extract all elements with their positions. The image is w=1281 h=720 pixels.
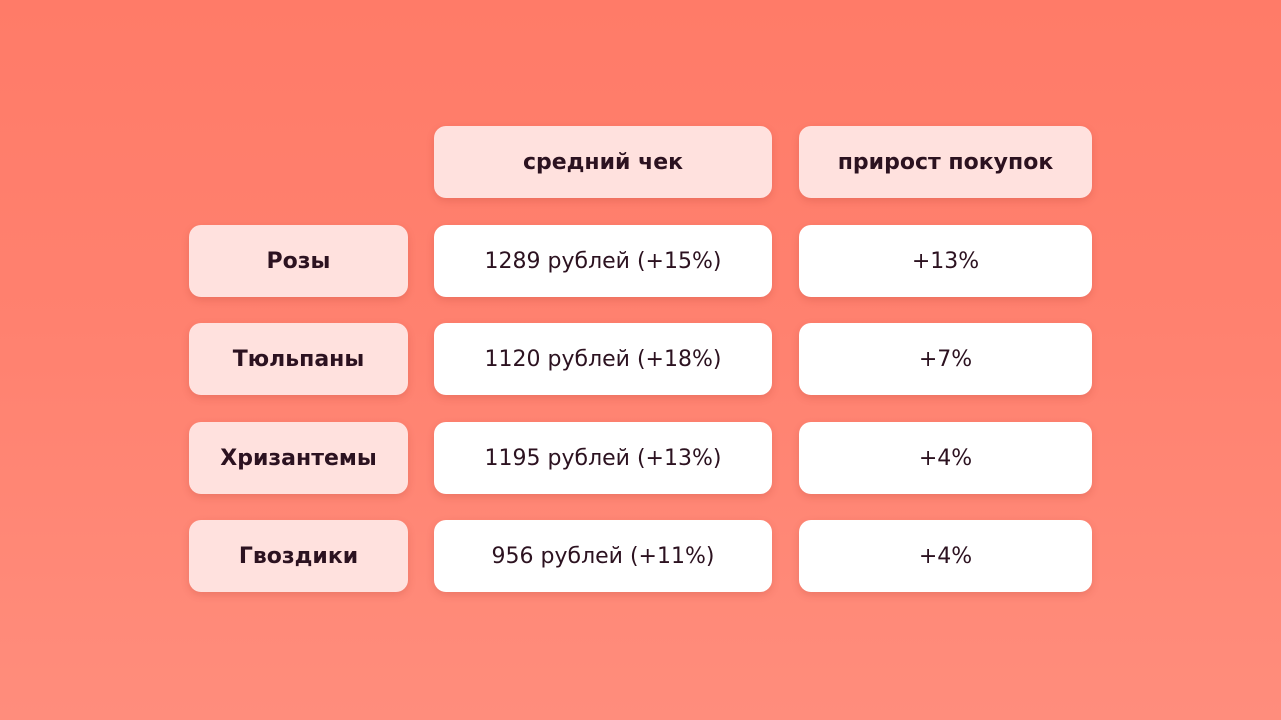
avg-check-roses: 1289 рублей (+15%) (434, 225, 772, 297)
column-header-purchase-growth: прирост покупок (799, 126, 1092, 198)
row-label-chrysanthemums: Хризантемы (189, 422, 408, 494)
avg-check-chrysanthemums: 1195 рублей (+13%) (434, 422, 772, 494)
column-header-avg-check: средний чек (434, 126, 772, 198)
row-label-tulips: Тюльпаны (189, 323, 408, 395)
growth-roses: +13% (799, 225, 1092, 297)
growth-carnations: +4% (799, 520, 1092, 592)
row-label-carnations: Гвоздики (189, 520, 408, 592)
avg-check-tulips: 1120 рублей (+18%) (434, 323, 772, 395)
growth-chrysanthemums: +4% (799, 422, 1092, 494)
avg-check-carnations: 956 рублей (+11%) (434, 520, 772, 592)
growth-tulips: +7% (799, 323, 1092, 395)
row-label-roses: Розы (189, 225, 408, 297)
